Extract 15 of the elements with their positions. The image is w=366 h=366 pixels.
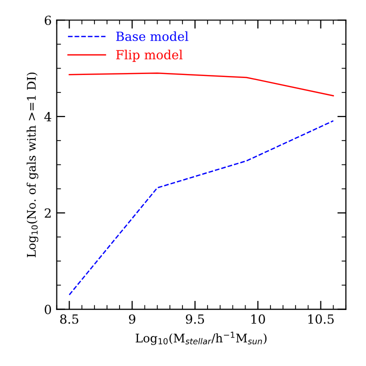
y-tick-label: 2: [44, 208, 51, 218]
x-tick-label: 9: [128, 314, 136, 324]
legend-label: Base model: [116, 31, 188, 42]
x-tick-label: 10: [251, 314, 265, 324]
y-tick-label: 6: [44, 16, 52, 26]
line-series: [68, 72, 334, 96]
text: Log$_{10}$(M$_{stellar}$/h$^{−1}$M$_{sun}$): [136, 332, 267, 345]
x-tick-label: 8.5: [60, 314, 78, 324]
y-axis-title: Log$_{10}$(No. of gals with >=1 DI): [26, 72, 38, 258]
x-tick-label: 10.5: [308, 314, 334, 324]
legend-label: Flip model: [116, 50, 183, 62]
y-tick-label: 4: [44, 112, 52, 122]
line-series: [68, 120, 334, 296]
y-tick-label: 0: [44, 304, 52, 314]
x-tick-label: 9.5: [186, 314, 204, 324]
